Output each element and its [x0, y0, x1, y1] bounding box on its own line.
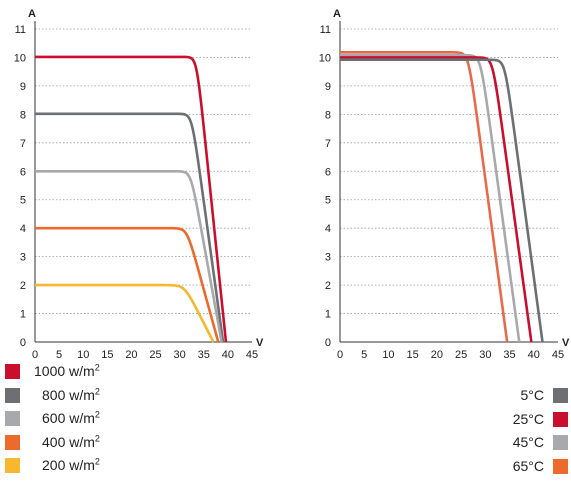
- x-tick-label: 0: [337, 349, 343, 361]
- legend-item: 45°C: [440, 433, 570, 451]
- series-line: [34, 169, 223, 343]
- series-line: [34, 112, 225, 343]
- x-tick-label: 5: [56, 349, 62, 361]
- y-tick-label: 1: [325, 309, 331, 321]
- legend-swatch: [5, 364, 20, 379]
- y-tick-label: 5: [325, 195, 331, 207]
- legend-swatch: [553, 435, 568, 450]
- y-tick-label: 9: [20, 81, 26, 93]
- legend-label: 65°C: [512, 457, 544, 474]
- y-tick-label: 0: [325, 337, 331, 349]
- legend-label: 800 w/m2: [42, 385, 100, 403]
- y-tick-label: 8: [325, 109, 331, 121]
- x-tick-label: 20: [431, 349, 443, 361]
- y-tick-label: 8: [20, 109, 26, 121]
- legend-item: 65°C: [440, 457, 570, 475]
- x-tick-label: 35: [198, 349, 210, 361]
- y-tick-label: 2: [325, 280, 331, 292]
- series-line: [34, 55, 228, 343]
- y-tick-label: 5: [20, 195, 26, 207]
- x-tick-label: 40: [222, 349, 234, 361]
- series-line: [34, 283, 215, 343]
- legend-item: 1000 w/m2: [0, 362, 160, 380]
- x-tick-label: 10: [77, 349, 89, 361]
- x-axis-label: V: [562, 337, 570, 349]
- y-tick-label: 10: [14, 52, 26, 64]
- x-tick-label: 15: [407, 349, 419, 361]
- x-tick-label: 5: [361, 349, 367, 361]
- x-tick-label: 0: [32, 349, 38, 361]
- x-tick-label: 15: [101, 349, 113, 361]
- legend-label: 600 w/m2: [42, 409, 100, 426]
- x-tick-label: 45: [246, 349, 258, 361]
- y-tick-label: 7: [325, 138, 331, 150]
- x-tick-label: 30: [174, 349, 186, 361]
- legend-item: 200 w/m2: [0, 456, 160, 474]
- y-tick-label: 6: [20, 166, 26, 178]
- x-axis-label: V: [256, 337, 264, 349]
- y-axis-label: A: [28, 8, 36, 20]
- y-tick-label: 3: [20, 252, 26, 264]
- x-tick-label: 30: [479, 349, 491, 361]
- legend-swatch: [5, 387, 20, 403]
- y-tick-label: 3: [325, 252, 331, 264]
- series-line: [339, 53, 521, 343]
- x-tick-label: 35: [503, 349, 515, 361]
- y-tick-label: 7: [20, 138, 26, 150]
- y-tick-label: 9: [325, 81, 331, 93]
- y-tick-label: 2: [20, 280, 26, 292]
- x-tick-label: 10: [382, 349, 394, 361]
- series-line: [339, 56, 533, 343]
- x-tick-label: 25: [149, 349, 161, 361]
- y-tick-label: 0: [20, 337, 26, 349]
- legend-swatch: [553, 411, 568, 427]
- y-tick-label: 1: [20, 309, 26, 321]
- legend-swatch: [553, 458, 568, 474]
- y-tick-label: 4: [325, 223, 331, 235]
- legend-item: 5°C: [440, 386, 570, 404]
- legend-item: 800 w/m2: [0, 386, 160, 404]
- legend-label: 5°C: [520, 387, 545, 403]
- x-tick-label: 40: [528, 349, 540, 361]
- x-tick-label: 20: [125, 349, 137, 361]
- series-line: [339, 58, 544, 343]
- x-tick-label: 45: [552, 349, 564, 361]
- y-tick-label: 11: [15, 24, 26, 36]
- legend-label: 25°C: [512, 410, 544, 427]
- legend-swatch: [5, 434, 20, 450]
- series-line: [34, 226, 220, 343]
- series-line: [339, 51, 509, 343]
- legend-swatch: [5, 458, 20, 473]
- legend-item: 25°C: [440, 410, 570, 428]
- y-tick-label: 11: [320, 24, 331, 36]
- legend-label: 1000 w/m2: [34, 362, 100, 379]
- legend-label: 200 w/m2: [42, 456, 100, 473]
- y-tick-label: 6: [325, 166, 331, 178]
- legend-swatch: [553, 388, 568, 403]
- y-axis-label: A: [333, 8, 341, 20]
- y-tick-label: 4: [20, 223, 26, 235]
- legend-item: 600 w/m2: [0, 409, 160, 427]
- x-tick-label: 25: [455, 349, 467, 361]
- legend-item: 400 w/m2: [0, 433, 160, 451]
- y-tick-label: 10: [319, 52, 331, 64]
- legend-label: 45°C: [512, 434, 544, 450]
- legend-swatch: [5, 411, 20, 426]
- legend-label: 400 w/m2: [42, 432, 100, 450]
